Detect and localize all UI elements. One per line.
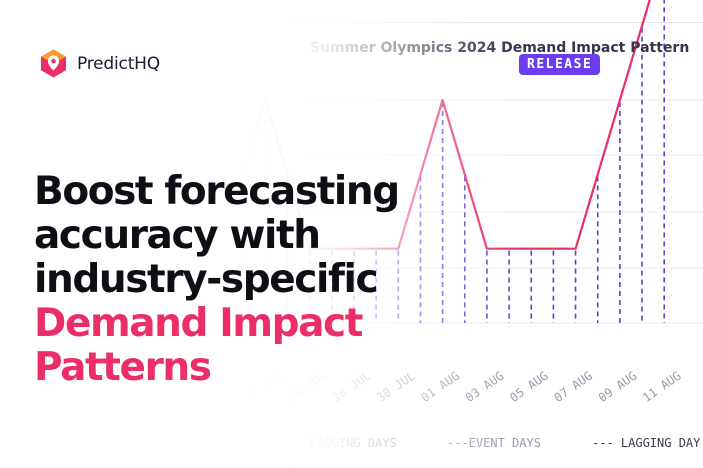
headline-accent-line-2: Patterns [34,345,212,390]
x-tick-label: 01 AUG [419,369,463,405]
legend-entry: --- LAGGING DAY [592,436,701,450]
x-tick-label: 03 AUG [463,369,507,405]
legend-entry: ---EVENT DAYS [447,436,541,450]
x-tick-label: 09 AUG [596,369,640,405]
release-badge: RELEASE [519,54,601,75]
headline-line-1: Boost forecasting [34,169,400,214]
headline: Boost forecasting accuracy with industry… [34,169,400,390]
headline-accent-line-1: Demand Impact [34,301,363,346]
brand-name: PredictHQ [77,53,160,74]
brand-logo: PredictHQ [38,48,160,79]
chart-title: Summer Olympics 2024 Demand Impact Patte… [310,40,690,56]
legend-entry: LAGGING DAYS [310,436,397,450]
predicthq-logo-icon [41,49,66,78]
x-tick-label: 11 AUG [640,369,684,405]
x-tick-label: 07 AUG [551,369,595,405]
x-tick-label: 05 AUG [507,369,551,405]
headline-line-3: industry-specific [34,257,379,302]
headline-line-2: accuracy with [34,213,321,258]
